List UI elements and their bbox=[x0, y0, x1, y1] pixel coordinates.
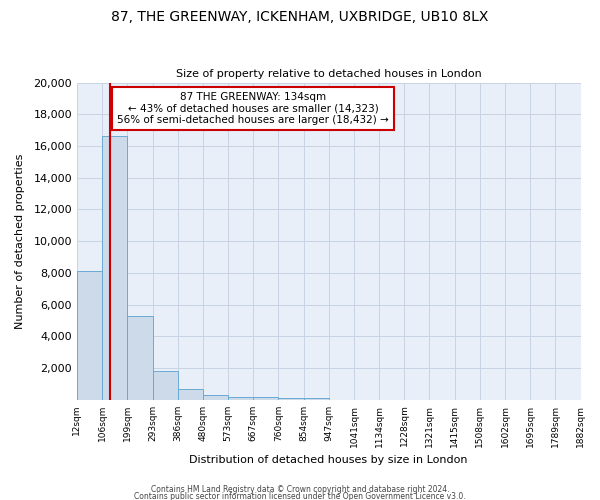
Text: 87 THE GREENWAY: 134sqm
← 43% of detached houses are smaller (14,323)
56% of sem: 87 THE GREENWAY: 134sqm ← 43% of detache… bbox=[117, 92, 389, 126]
Bar bbox=[228, 396, 253, 400]
Text: Contains public sector information licensed under the Open Government Licence v3: Contains public sector information licen… bbox=[134, 492, 466, 500]
Bar bbox=[102, 136, 127, 400]
Bar bbox=[127, 316, 152, 400]
Text: 87, THE GREENWAY, ICKENHAM, UXBRIDGE, UB10 8LX: 87, THE GREENWAY, ICKENHAM, UXBRIDGE, UB… bbox=[112, 10, 488, 24]
Bar bbox=[304, 398, 329, 400]
X-axis label: Distribution of detached houses by size in London: Distribution of detached houses by size … bbox=[190, 455, 468, 465]
Y-axis label: Number of detached properties: Number of detached properties bbox=[15, 154, 25, 329]
Bar bbox=[152, 371, 178, 400]
Bar bbox=[253, 398, 278, 400]
Bar bbox=[178, 388, 203, 400]
Bar bbox=[77, 271, 102, 400]
Bar bbox=[278, 398, 304, 400]
Title: Size of property relative to detached houses in London: Size of property relative to detached ho… bbox=[176, 69, 482, 79]
Text: Contains HM Land Registry data © Crown copyright and database right 2024.: Contains HM Land Registry data © Crown c… bbox=[151, 486, 449, 494]
Bar bbox=[203, 395, 228, 400]
